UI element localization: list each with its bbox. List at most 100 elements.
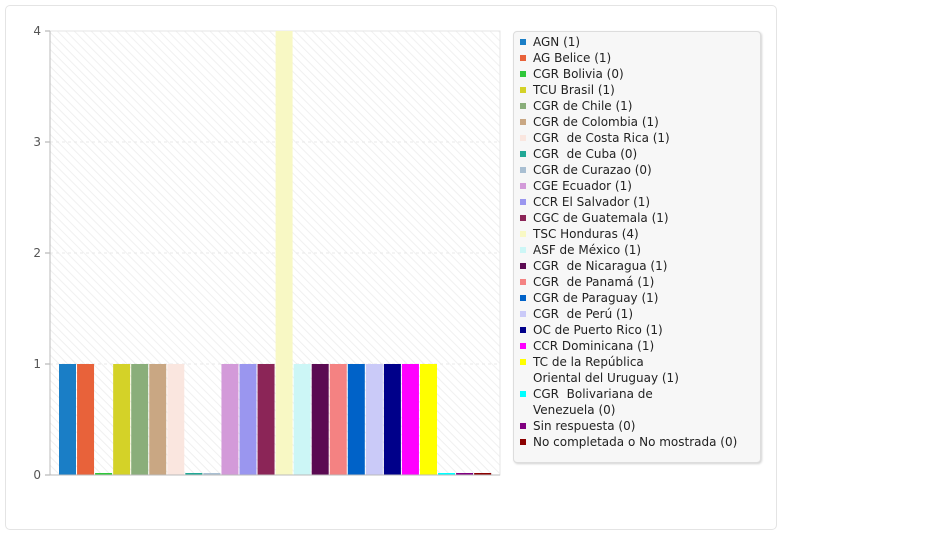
bar[interactable] xyxy=(347,364,365,475)
legend-swatch xyxy=(520,391,526,397)
bar[interactable] xyxy=(203,473,221,475)
legend-swatch xyxy=(520,263,526,269)
bar[interactable] xyxy=(438,473,456,475)
legend-swatch xyxy=(520,135,526,141)
legend-item[interactable]: CGR de Chile (1) xyxy=(520,98,760,114)
legend-label: CGR de Paraguay (1) xyxy=(533,291,659,305)
legend-swatch xyxy=(520,55,526,61)
legend-item[interactable]: Sin respuesta (0) xyxy=(520,418,760,434)
bar[interactable] xyxy=(221,364,239,475)
bar[interactable] xyxy=(365,364,383,475)
legend-label: TSC Honduras (4) xyxy=(533,227,639,241)
legend-swatch xyxy=(520,151,526,157)
legend-swatch xyxy=(520,295,526,301)
legend-item[interactable]: CGC de Guatemala (1) xyxy=(520,210,760,226)
bar[interactable] xyxy=(456,473,474,475)
legend-swatch xyxy=(520,183,526,189)
legend-label: CGR de Cuba (0) xyxy=(533,147,638,161)
legend-label: OC de Puerto Rico (1) xyxy=(533,323,663,337)
legend-item[interactable]: ASF de México (1) xyxy=(520,242,760,258)
bar[interactable] xyxy=(167,364,185,475)
legend-item[interactable]: CGE Ecuador (1) xyxy=(520,178,760,194)
legend-item[interactable]: CGR Bolivariana de Venezuela (0) xyxy=(520,386,760,418)
legend-swatch xyxy=(520,439,526,445)
legend-item[interactable]: TSC Honduras (4) xyxy=(520,226,760,242)
legend-swatch xyxy=(520,231,526,237)
legend-swatch xyxy=(520,71,526,77)
legend-label: CGR Bolivariana de Venezuela (0) xyxy=(533,387,653,417)
legend-swatch xyxy=(520,279,526,285)
y-tick-label: 4 xyxy=(33,24,41,38)
bars xyxy=(59,31,492,475)
bar[interactable] xyxy=(185,473,203,475)
legend-label: CCR El Salvador (1) xyxy=(533,195,651,209)
y-tick-label: 2 xyxy=(33,246,41,260)
legend-swatch xyxy=(520,343,526,349)
legend-item[interactable]: CGR de Colombia (1) xyxy=(520,114,760,130)
legend-swatch xyxy=(520,359,526,365)
legend-label: CGE Ecuador (1) xyxy=(533,179,632,193)
legend-label: TC de la República Oriental del Uruguay … xyxy=(533,355,679,385)
legend-item[interactable]: CGR de Perú (1) xyxy=(520,306,760,322)
bar[interactable] xyxy=(131,364,149,475)
legend-swatch xyxy=(520,199,526,205)
bar[interactable] xyxy=(239,364,257,475)
legend-label: Sin respuesta (0) xyxy=(533,419,636,433)
legend-label: AG Belice (1) xyxy=(533,51,612,65)
legend-item[interactable]: CCR El Salvador (1) xyxy=(520,194,760,210)
legend-item[interactable]: CGR de Nicaragua (1) xyxy=(520,258,760,274)
legend-item[interactable]: TCU Brasil (1) xyxy=(520,82,760,98)
legend-label: CGR de Nicaragua (1) xyxy=(533,259,668,273)
legend-item[interactable]: CGR de Panamá (1) xyxy=(520,274,760,290)
legend-item[interactable]: CGR de Costa Rica (1) xyxy=(520,130,760,146)
bar[interactable] xyxy=(383,364,401,475)
legend: AGN (1) AG Belice (1) CGR Bolivia (0) TCU B… xyxy=(513,31,761,463)
legend-label: CGR de Colombia (1) xyxy=(533,115,659,129)
legend-item[interactable]: No completada o No mostrada (0) xyxy=(520,434,760,450)
legend-label: CGR de Curazao (0) xyxy=(533,163,652,177)
legend-item[interactable]: CGR de Cuba (0) xyxy=(520,146,760,162)
y-tick-label: 3 xyxy=(33,135,41,149)
bar[interactable] xyxy=(77,364,95,475)
legend-item[interactable]: TC de la República Oriental del Uruguay … xyxy=(520,354,760,386)
legend-label: CGR Bolivia (0) xyxy=(533,67,624,81)
legend-label: ASF de México (1) xyxy=(533,243,642,257)
legend-swatch xyxy=(520,423,526,429)
legend-swatch xyxy=(520,311,526,317)
bar[interactable] xyxy=(149,364,167,475)
legend-item[interactable]: CGR de Curazao (0) xyxy=(520,162,760,178)
bar[interactable] xyxy=(474,473,492,475)
legend-label: CCR Dominicana (1) xyxy=(533,339,655,353)
bar[interactable] xyxy=(420,364,437,475)
bar[interactable] xyxy=(257,364,275,475)
legend-swatch xyxy=(520,215,526,221)
legend-label: No completada o No mostrada (0) xyxy=(533,435,738,449)
legend-swatch xyxy=(520,167,526,173)
legend-swatch xyxy=(520,87,526,93)
bar[interactable] xyxy=(401,364,419,475)
legend-label: CGR de Panamá (1) xyxy=(533,275,655,289)
legend-swatch xyxy=(520,247,526,253)
bar[interactable] xyxy=(293,364,311,475)
legend-item[interactable]: OC de Puerto Rico (1) xyxy=(520,322,760,338)
legend-swatch xyxy=(520,119,526,125)
legend-label: AGN (1) xyxy=(533,35,581,49)
legend-item[interactable]: CCR Dominicana (1) xyxy=(520,338,760,354)
legend-item[interactable]: CGR de Paraguay (1) xyxy=(520,290,760,306)
bar[interactable] xyxy=(95,473,113,475)
bar[interactable] xyxy=(275,31,293,475)
legend-item[interactable]: AGN (1) xyxy=(520,34,760,50)
legend-label: CGR de Costa Rica (1) xyxy=(533,131,670,145)
legend-swatch xyxy=(520,327,526,333)
bar[interactable] xyxy=(311,364,329,475)
legend-label: CGR de Chile (1) xyxy=(533,99,633,113)
legend-item[interactable]: CGR Bolivia (0) xyxy=(520,66,760,82)
legend-item[interactable]: AG Belice (1) xyxy=(520,50,760,66)
bar[interactable] xyxy=(113,364,131,475)
legend-label: TCU Brasil (1) xyxy=(533,83,615,97)
bar[interactable] xyxy=(329,364,347,475)
y-tick-label: 1 xyxy=(33,357,41,371)
bar[interactable] xyxy=(59,364,76,475)
legend-label: CGR de Perú (1) xyxy=(533,307,634,321)
